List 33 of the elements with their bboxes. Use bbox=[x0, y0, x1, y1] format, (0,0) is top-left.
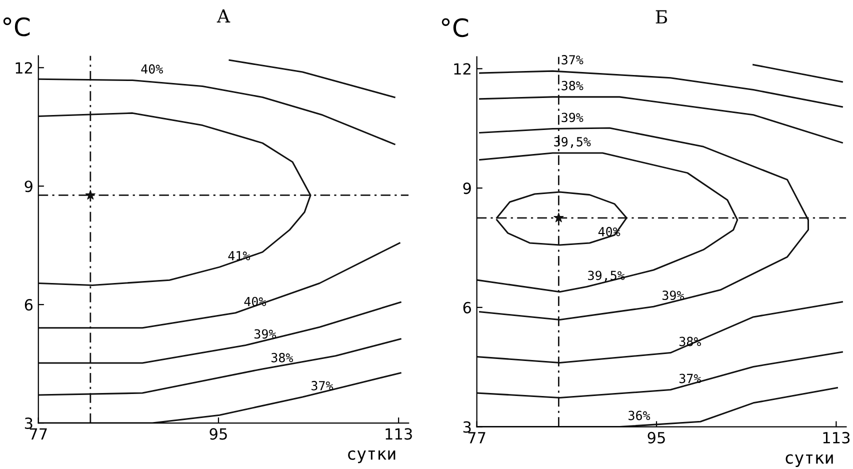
annotation: 39,5% bbox=[588, 270, 625, 282]
y-tick-label: 12 bbox=[454, 63, 470, 74]
annotation: 40% bbox=[244, 296, 266, 306]
annotation: 41% bbox=[228, 251, 250, 260]
y-tick-label: 12 bbox=[16, 62, 32, 74]
x-axis-title: сутки bbox=[786, 454, 833, 468]
annotation: 37% bbox=[562, 55, 584, 64]
annotation: 39% bbox=[662, 290, 684, 300]
y-tick-label: 9 bbox=[24, 180, 32, 192]
y-tick-label: 9 bbox=[463, 182, 471, 194]
x-tick-label: 77 bbox=[468, 432, 486, 444]
annotation: 36% bbox=[628, 410, 650, 420]
x-tick-label: 113 bbox=[823, 432, 850, 444]
annotation: 39% bbox=[254, 329, 276, 339]
chart-title: Б bbox=[656, 10, 668, 24]
x-tick-label: 95 bbox=[210, 428, 227, 440]
chart-title: А bbox=[216, 9, 230, 22]
x-tick-label: 95 bbox=[648, 432, 665, 444]
annotation: 38% bbox=[272, 352, 294, 362]
y-tick-label: 3 bbox=[24, 418, 32, 430]
x-tick-label: 113 bbox=[386, 428, 412, 440]
annotation: 37% bbox=[312, 380, 334, 390]
y-axis-title: °C bbox=[442, 18, 468, 38]
y-tick-label: 6 bbox=[463, 302, 472, 314]
x-axis-title: сутки bbox=[348, 450, 396, 464]
y-axis-title: °C bbox=[3, 17, 30, 36]
y-tick-label: 6 bbox=[24, 299, 33, 311]
annotation: 37% bbox=[679, 374, 702, 384]
x-tick-label: 77 bbox=[30, 428, 47, 440]
annotation: 40% bbox=[141, 64, 163, 74]
y-tick-label: 3 bbox=[463, 421, 471, 433]
annotation: 39% bbox=[562, 112, 584, 122]
annotation: 38% bbox=[562, 80, 584, 90]
